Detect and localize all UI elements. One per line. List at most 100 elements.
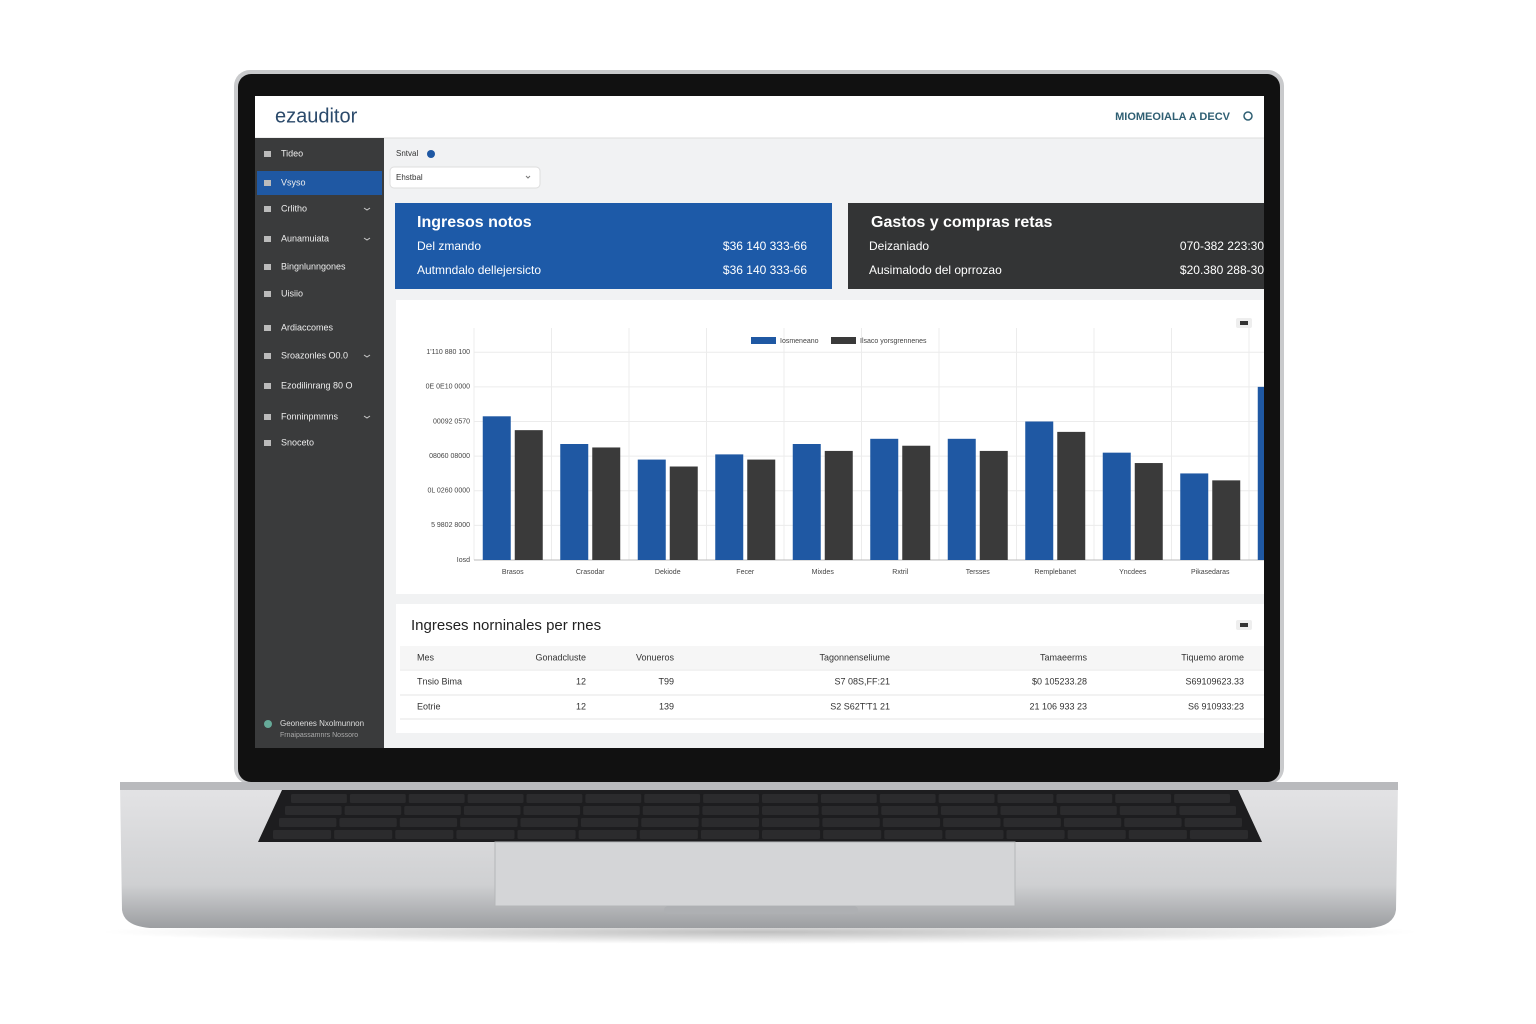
key — [884, 830, 943, 839]
table-header-bg — [400, 646, 1264, 669]
menu-item[interactable]: Aunamuiata — [281, 233, 329, 243]
key — [762, 806, 819, 815]
x-tick-label: Pikasedaras — [1191, 569, 1230, 576]
hinge — [120, 782, 1398, 790]
legend-label: Iosmeneano — [780, 338, 819, 345]
key — [762, 818, 820, 827]
menu-item[interactable]: Ardiaccomes — [281, 322, 334, 332]
key — [642, 806, 700, 815]
bar — [514, 430, 543, 560]
x-tick-label: Fecer — [736, 569, 755, 576]
table-title: Ingreses norninales per rnes — [411, 617, 601, 634]
card-label: Deizaniado — [869, 239, 929, 253]
key — [822, 818, 880, 827]
card-label: Ausimalodo del oprrozao — [869, 263, 1002, 277]
menu-icon — [264, 383, 271, 389]
menu-item[interactable]: Crlitho — [281, 203, 307, 213]
key — [1115, 794, 1172, 803]
key — [408, 794, 465, 803]
menu-item[interactable]: Ezodilinrang 80 O — [281, 380, 353, 390]
bar — [792, 444, 821, 560]
logo[interactable]: ezauditor — [275, 105, 358, 127]
key — [1000, 806, 1058, 815]
key — [517, 830, 576, 839]
key — [1184, 818, 1242, 827]
key — [821, 806, 879, 815]
bar — [592, 447, 621, 560]
card-value: $20.380 288-30 — [1180, 263, 1264, 277]
key — [279, 818, 337, 827]
bar — [1180, 473, 1209, 560]
key — [349, 794, 406, 803]
chevron — [363, 354, 371, 358]
user-icon[interactable] — [1243, 111, 1253, 121]
menu-icon — [264, 151, 271, 157]
x-tick-label: Brasos — [502, 569, 524, 576]
x-tick-label: Tersses — [966, 569, 991, 576]
key — [1063, 818, 1122, 827]
menu-item[interactable]: Bingnlunngones — [281, 261, 346, 271]
column-header: Gonadcluste — [535, 652, 586, 662]
column-header: Vonueros — [636, 652, 675, 662]
filter-value[interactable]: Ehstbal — [396, 173, 423, 182]
footer-icon — [264, 720, 272, 728]
bar — [1057, 431, 1086, 560]
key — [1124, 818, 1182, 827]
key — [344, 806, 402, 815]
key — [291, 794, 347, 803]
key — [879, 794, 936, 803]
key — [585, 794, 642, 803]
x-tick-label: Crasodar — [576, 569, 605, 576]
y-tick-label: 1'110 880 100 — [426, 349, 470, 356]
menu-icon — [264, 440, 271, 446]
chart: Iosd 5 9802 8000 0L 0260 0000 08060 08000 00… — [426, 328, 1264, 576]
key — [273, 830, 332, 839]
bar — [824, 450, 853, 560]
screen: ezauditor MIOMEOIALA A DECV Tideo Vsyso Cr… — [255, 96, 1264, 748]
x-tick-label: Yncdees — [1119, 569, 1147, 576]
bar — [870, 438, 899, 560]
bar — [902, 445, 931, 560]
key — [395, 830, 454, 839]
key — [578, 830, 637, 839]
company-name[interactable]: MIOMEOIALA A DECV — [1115, 111, 1231, 123]
key — [639, 830, 698, 839]
key — [701, 818, 759, 827]
menu-item[interactable]: Fonninpmmns — [281, 411, 339, 421]
key — [460, 818, 518, 827]
menu-item[interactable]: Snoceto — [281, 437, 314, 447]
filter-select[interactable] — [389, 166, 541, 189]
column-header: Tamaeerms — [1040, 652, 1088, 662]
bar — [747, 459, 776, 560]
bar — [947, 438, 976, 560]
menu-item[interactable]: Sroazonles O0.0 — [281, 350, 348, 360]
card — [848, 203, 1264, 289]
info-icon[interactable] — [427, 150, 435, 158]
menu-item[interactable]: Vsyso — [281, 177, 306, 187]
key — [1056, 794, 1113, 803]
menu-icon — [264, 325, 271, 331]
menu-icon — [264, 180, 271, 186]
key — [520, 818, 578, 827]
card — [395, 203, 832, 289]
key — [943, 818, 1001, 827]
menu-item[interactable]: Uisiio — [281, 288, 303, 298]
key — [703, 794, 759, 803]
x-tick-label: Dekiode — [655, 569, 681, 576]
key — [641, 818, 699, 827]
key — [1003, 818, 1061, 827]
key — [762, 794, 818, 803]
bar — [715, 454, 744, 560]
menu-item[interactable]: Tideo — [281, 148, 303, 158]
card-value: $36 140 333-66 — [723, 263, 807, 277]
card-label: Del zmando — [417, 239, 481, 253]
x-tick-label: Mixdes — [812, 569, 835, 576]
table-cell: S7 08S,FF:21 — [834, 676, 890, 686]
cards: Ingresos notos Del zmando $36 140 333-66 Au… — [417, 214, 1264, 277]
key — [583, 806, 640, 815]
notch — [664, 906, 858, 914]
key — [523, 806, 581, 815]
column-header: Tiquemo arome — [1181, 652, 1244, 662]
bar — [979, 450, 1008, 560]
bar — [482, 416, 511, 560]
